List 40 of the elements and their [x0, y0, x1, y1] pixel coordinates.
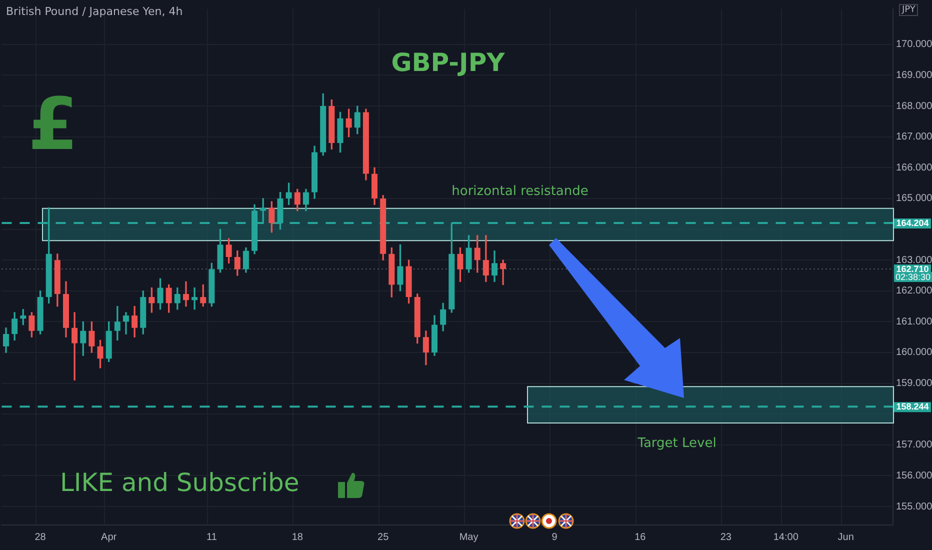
- y-tick-label: 168.000: [896, 100, 932, 112]
- y-tick-label: 165.000: [896, 193, 932, 204]
- y-tick-label: 157.000: [896, 440, 932, 451]
- x-tick-label: May: [459, 532, 478, 543]
- chart-title: British Pound / Japanese Yen, 4h: [6, 5, 183, 18]
- candlestick: [72, 312, 78, 381]
- candlestick: [182, 281, 189, 307]
- x-tick-label: Jun: [838, 532, 854, 543]
- ref-line-label: 164.204: [896, 218, 929, 228]
- band-label: Target Level: [636, 436, 716, 451]
- y-tick-label: 167.000: [896, 132, 932, 143]
- candlestick: [192, 287, 198, 310]
- y-tick-label: 155.000: [896, 501, 932, 512]
- annotation: LIKE and Subscribe: [60, 468, 300, 497]
- x-tick-label: 16: [634, 532, 646, 543]
- band-label: horizontal resistande: [452, 184, 588, 200]
- y-tick-label: 170.000: [896, 39, 932, 50]
- x-tick-label: 11: [206, 532, 218, 543]
- x-tick-label: 14:00: [773, 532, 799, 543]
- y-tick-label: 156.000: [896, 470, 932, 482]
- ref-line-label: 158.244: [896, 402, 929, 412]
- x-tick-label: 28: [34, 532, 46, 543]
- x-tick-label: 25: [378, 532, 390, 543]
- text: GBP-JPY: [391, 48, 505, 77]
- text: JPY: [899, 4, 918, 16]
- annotation: £: [28, 82, 78, 166]
- y-tick-label: 159.000: [896, 378, 932, 390]
- ref-line-label: 162.710: [896, 264, 929, 274]
- y-tick-label: 160.000: [896, 347, 932, 358]
- x-tick-label: Apr: [101, 532, 118, 543]
- y-tick-label: 163.000: [896, 254, 932, 266]
- y-tick-label: 161.000: [896, 316, 932, 328]
- x-tick-label: 23: [720, 532, 732, 543]
- text: 02:38:30: [894, 272, 932, 282]
- y-tick-label: 169.000: [896, 70, 932, 81]
- x-tick-label: 18: [292, 532, 304, 543]
- candlestick: [500, 260, 506, 286]
- y-tick-label: 166.000: [896, 162, 932, 174]
- x-tick-label: 9: [552, 532, 558, 543]
- y-tick-label: 162.000: [896, 286, 932, 297]
